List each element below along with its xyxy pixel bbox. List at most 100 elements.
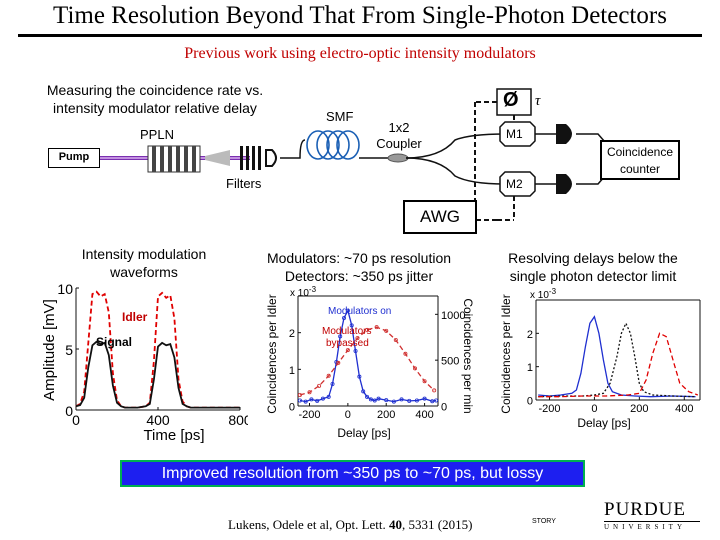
data-point <box>320 396 325 401</box>
mid-caption-line1: Modulators: ~70 ps resolution <box>266 250 452 266</box>
c1-ylabel: Amplitude [mV] <box>41 299 58 401</box>
data-point <box>434 398 439 403</box>
data-point <box>330 382 335 387</box>
detector-1-icon <box>556 124 572 144</box>
coupler-arm-bottom <box>405 157 506 185</box>
mid-panel-caption: Modulators: ~70 ps resolution Detectors:… <box>244 249 474 285</box>
data-point <box>345 308 350 313</box>
c1-xlabel: Time [ps] <box>143 427 204 444</box>
data-point <box>393 338 398 343</box>
smf-spool-icon <box>306 130 360 160</box>
y-tick-label: 1 <box>527 362 533 374</box>
filters-label: Filters <box>226 176 262 191</box>
x-tick-label: 200 <box>377 409 395 421</box>
awg-box: AWG <box>403 200 477 234</box>
data-point <box>391 399 396 404</box>
setup-caption-line1: Measuring the coincidence rate vs. <box>46 82 264 98</box>
c2-legend-bypassed-1: Modulators <box>322 326 371 337</box>
data-point <box>326 394 331 399</box>
data-point <box>317 383 322 388</box>
data-point <box>336 360 341 365</box>
x-tick-label: 400 <box>675 403 693 415</box>
right-panel-caption: Resolving delays below the single photon… <box>478 249 708 285</box>
c2-scale-note: x 10-3 <box>290 285 317 299</box>
coupler-label: 1x2 Coupler <box>368 120 430 152</box>
signal-annotation: Signal <box>96 335 133 349</box>
data-point <box>355 336 360 341</box>
series-line-blue <box>538 315 696 398</box>
y2-tick-label: 1000 <box>441 310 465 322</box>
data-point <box>334 360 339 365</box>
data-point <box>297 398 302 403</box>
left-panel-caption: Intensity modulation waveforms <box>64 245 224 281</box>
title-underline <box>18 34 702 37</box>
purdue-logo-sub: UNIVERSITY <box>604 523 686 531</box>
awg-dashed-lines <box>474 101 515 221</box>
data-point <box>376 396 381 401</box>
m1-label: M1 <box>506 127 523 141</box>
data-point <box>297 393 302 398</box>
smf-label: SMF <box>326 109 354 124</box>
fiber-coupler-lens <box>265 149 277 167</box>
page-title: Time Resolution Beyond That From Single-… <box>53 2 667 29</box>
data-point <box>407 398 412 403</box>
x-tick-label: 200 <box>630 403 648 415</box>
chart-resolving-delays: -200 0 200 400 0 1 2 Coincidences per Idler De… <box>499 287 701 430</box>
left-caption-line2: waveforms <box>110 264 178 280</box>
citation-suffix: , 5331 (2015) <box>402 517 473 532</box>
subtitle: Previous work using electro-optic intens… <box>184 45 536 62</box>
data-point <box>374 325 379 330</box>
coupler-label-line1: 1x2 <box>388 120 410 135</box>
series-line-signal <box>75 340 240 409</box>
data-point <box>303 399 308 404</box>
tau-label: τ <box>535 93 541 109</box>
data-point <box>430 399 435 404</box>
data-point <box>349 323 354 328</box>
data-point <box>432 388 437 393</box>
data-point <box>361 389 366 394</box>
m2-label: M2 <box>506 177 523 191</box>
c2-legend-bypassed-2: bypassed <box>326 338 369 349</box>
y-tick-label: 1 <box>289 365 295 377</box>
y2-tick-label: 0 <box>441 402 447 414</box>
idler-annotation: Idler <box>122 310 148 324</box>
x-tick-label: 800 <box>228 412 248 428</box>
x-tick-label: -200 <box>538 403 560 415</box>
c2-ylabel: Coincidences per Idler <box>265 294 279 413</box>
y-tick-label: 0 <box>527 396 533 408</box>
x-tick-label: 0 <box>591 403 597 415</box>
x-tick-label: 0 <box>72 412 80 428</box>
data-point <box>315 398 320 403</box>
data-point <box>357 374 362 379</box>
setup-caption: Measuring the coincidence rate vs. inten… <box>20 81 290 117</box>
left-caption-line1: Intensity modulation <box>81 246 207 262</box>
data-point <box>338 334 343 339</box>
ppln-crystal <box>147 145 201 173</box>
counter-label-line1: Coincidence <box>606 145 674 159</box>
coupler-icon <box>387 153 409 163</box>
data-point <box>365 327 370 332</box>
data-point <box>422 379 427 384</box>
series-line-black <box>538 321 696 398</box>
x-tick-label: 400 <box>146 412 170 428</box>
c2-legend-on: Modulators on <box>328 306 391 317</box>
ppln-label: PPLN <box>140 127 174 142</box>
y-tick-label: 5 <box>65 342 73 358</box>
c3-xlabel: Delay [ps] <box>577 416 630 430</box>
y-tick-label: 2 <box>289 328 295 340</box>
series-line-modulators-bypassed <box>299 326 435 396</box>
chart-waveforms: 0 400 800 0 5 10 Amplitude [mV] Time [ps] <box>41 281 248 444</box>
fiber-lead <box>280 139 306 159</box>
data-point <box>372 398 377 403</box>
data-point <box>384 328 389 333</box>
x-tick-label: 0 <box>345 409 351 421</box>
data-point <box>345 348 350 353</box>
mid-caption-line2: Detectors: ~350 ps jitter <box>284 268 434 284</box>
data-point <box>403 351 408 356</box>
y-tick-label: 10 <box>57 281 73 297</box>
right-caption-line2: single photon detector limit <box>509 268 677 284</box>
modulator-m2 <box>499 171 536 197</box>
data-point <box>384 398 389 403</box>
setup-diagram <box>100 88 613 221</box>
